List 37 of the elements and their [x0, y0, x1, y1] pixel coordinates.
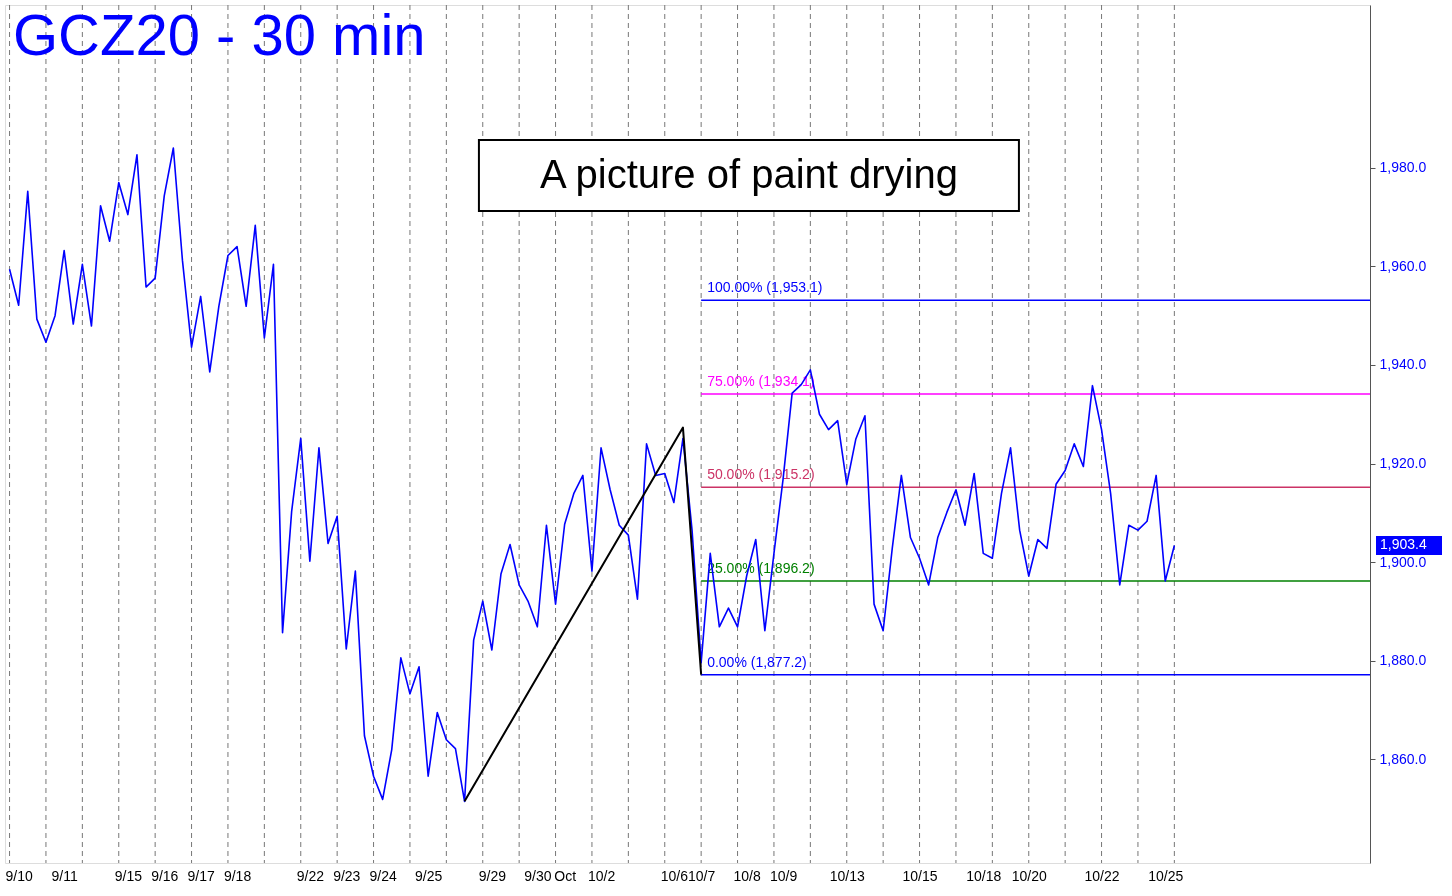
x-tick-label: 9/30	[524, 867, 552, 884]
x-tick-label: 10/6	[660, 867, 689, 884]
x-tick-label: 10/25	[1148, 867, 1184, 884]
x-tick-label: 10/20	[1011, 867, 1047, 884]
x-tick-label: 9/16	[151, 867, 179, 884]
x-tick-label: 9/11	[51, 867, 78, 884]
y-tick-label: 1,900.0	[1379, 553, 1427, 570]
x-tick-label: 9/25	[415, 867, 443, 884]
x-tick-label: 10/22	[1084, 867, 1120, 884]
x-tick-label: 9/23	[333, 867, 361, 884]
y-tick-label: 1,880.0	[1379, 652, 1427, 669]
x-tick-label: 10/7	[688, 867, 716, 884]
y-tick-label: 1,920.0	[1379, 455, 1427, 472]
y-tick-label: 1,860.0	[1379, 750, 1427, 767]
x-tick-label: 10/8	[733, 867, 761, 884]
annotation: A picture of paint drying	[539, 152, 958, 196]
ref-line-label: 100.00% (1,953.1)	[707, 279, 823, 296]
y-tick-label: 1,980.0	[1379, 159, 1427, 176]
x-tick-label: 9/15	[114, 867, 143, 884]
x-tick-label: 9/10	[5, 867, 33, 884]
x-tick-label: 10/13	[829, 867, 865, 884]
line-series	[8, 147, 1176, 803]
x-tick-label: 9/17	[187, 867, 215, 884]
x-tick-label: Oct	[554, 867, 577, 884]
x-tick-label: 9/22	[296, 867, 325, 884]
chart-title: GCZ20 - 30 min	[13, 2, 426, 67]
x-tick-label: 9/18	[223, 867, 252, 884]
x-tick-label: 10/2	[587, 867, 616, 884]
y-tick-label: 1,960.0	[1379, 257, 1427, 274]
x-tick-label: 9/24	[369, 867, 397, 884]
x-tick-label: 10/9	[769, 867, 798, 884]
x-tick-label: 9/29	[478, 867, 507, 884]
y-tick-label: 1,940.0	[1379, 356, 1427, 373]
ref-line-label: 0.00% (1,877.2)	[707, 653, 807, 670]
x-tick-label: 10/15	[902, 867, 938, 884]
x-tick-label: 10/18	[966, 867, 1002, 884]
text: 1,903.4	[1380, 536, 1427, 553]
